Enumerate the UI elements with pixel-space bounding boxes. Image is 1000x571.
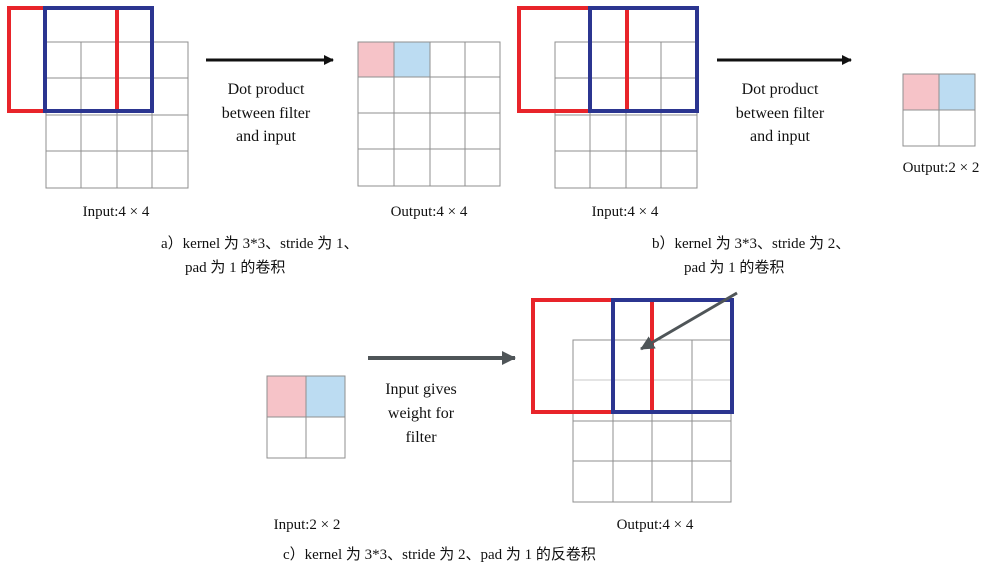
panel-a-caption-line-1: a）kernel 为 3*3、stride 为 1、 <box>161 235 358 252</box>
panel-c-arrow-text-1: Input gives <box>385 381 457 398</box>
panel-b-output-label: Output:2 × 2 <box>903 160 980 176</box>
panel-c-input-label: Input:2 × 2 <box>274 517 341 533</box>
panel-b-blue-filter <box>588 6 699 113</box>
panel-b-caption-line-1: b）kernel 为 3*3、stride 为 2、 <box>652 235 850 252</box>
panel-a-arrow-text-2: between filter <box>222 105 311 122</box>
panel-b-output-grid <box>902 73 976 147</box>
panel-a-input-label: Input:4 × 4 <box>83 204 150 220</box>
panel-c-overlap-pointer-arrow <box>640 291 738 351</box>
panel-a-output-blue-cell <box>394 42 430 77</box>
panel-b-output-blue-cell <box>939 74 975 110</box>
panel-c-input-blue-cell <box>306 376 345 417</box>
panel-a-arrow-text-3: and input <box>236 128 297 145</box>
panel-a-output-label: Output:4 × 4 <box>391 204 468 220</box>
panel-c-blue-filter <box>611 298 734 414</box>
panel-a-arrow-text-1: Dot product <box>228 81 305 98</box>
panel-b-arrow-text-2: between filter <box>736 105 825 122</box>
panel-c-arrow-text-2: weight for <box>388 405 455 422</box>
panel-c-arrow-text-3: filter <box>405 429 437 446</box>
panel-b-red-filter <box>517 6 629 113</box>
panel-b-arrow-text-1: Dot product <box>742 81 819 98</box>
panel-c-caption: c）kernel 为 3*3、stride 为 2、pad 为 1 的反卷积 <box>283 546 596 563</box>
panel-a-blue-filter <box>43 6 154 113</box>
panel-c-input-grid <box>266 375 346 459</box>
panel-c: Input:2 × 2 Input gives weight for filte… <box>266 291 738 563</box>
panel-c-red-filter <box>531 298 654 414</box>
panel-a-red-filter <box>7 6 119 113</box>
panel-b-output-pink-cell <box>903 74 939 110</box>
panel-b-caption-line-2: pad 为 1 的卷积 <box>684 259 784 276</box>
panel-b-input-label: Input:4 × 4 <box>592 204 659 220</box>
panel-a: Input:4 × 4 Dot product between filter a… <box>7 6 501 276</box>
panel-c-input-pink-cell <box>267 376 306 417</box>
panel-a-caption-line-2: pad 为 1 的卷积 <box>185 259 285 276</box>
panel-b: Input:4 × 4 Dot product between filter a… <box>517 6 980 276</box>
panel-a-output-grid <box>357 41 501 187</box>
panel-a-output-pink-cell <box>358 42 394 77</box>
panel-c-output-label: Output:4 × 4 <box>617 517 694 533</box>
panel-b-arrow-text-3: and input <box>750 128 811 145</box>
